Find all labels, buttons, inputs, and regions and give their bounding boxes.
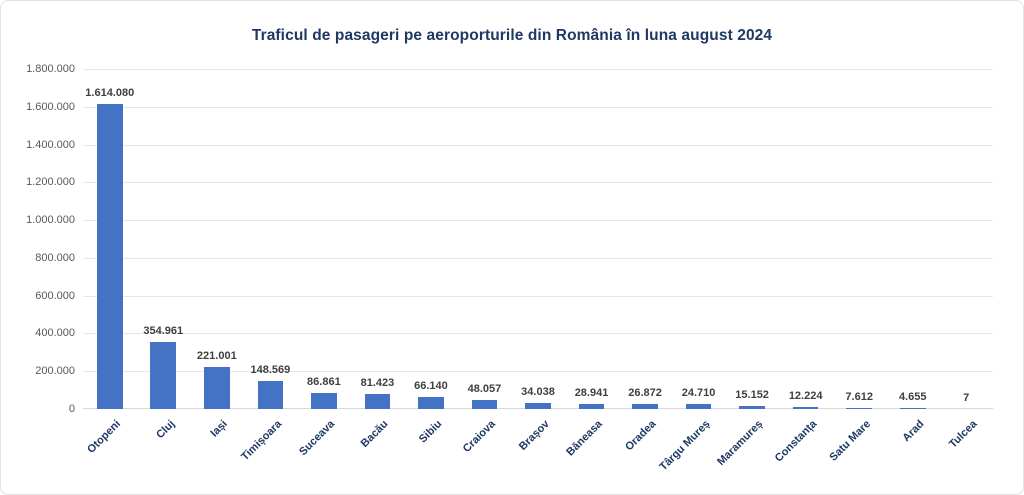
bar-value-label: 24.710 — [681, 387, 716, 400]
bar — [364, 393, 391, 409]
gridline — [83, 257, 993, 259]
x-axis-label-text: Cluj — [153, 418, 177, 442]
x-axis-label-text: Băneasa — [564, 418, 606, 459]
y-axis-label: 1.000.000 — [26, 214, 75, 227]
bar-value-label: 1.614.080 — [85, 87, 135, 100]
gridline — [83, 295, 993, 297]
bar — [96, 104, 123, 409]
x-axis-label-text: Târgu Mureș — [656, 418, 713, 474]
y-axis-label: 400.000 — [35, 327, 75, 340]
bar-value-label: 354.961 — [143, 324, 184, 337]
bar — [525, 402, 551, 409]
x-axis-label-text: Maramureș — [715, 418, 766, 468]
x-axis-label-text: Otopeni — [85, 418, 124, 456]
y-axis-label: 1.200.000 — [26, 176, 75, 189]
gridline — [83, 106, 993, 108]
gridline — [83, 182, 993, 184]
bar-value-label: 28.941 — [574, 386, 609, 399]
gridline — [83, 144, 993, 146]
bar — [739, 406, 765, 409]
bar — [685, 404, 712, 409]
x-axis-label-text: Suceava — [297, 418, 338, 459]
gridline — [83, 69, 993, 70]
bar-value-label: 221.001 — [196, 350, 237, 363]
bar-value-label: 81.423 — [360, 376, 395, 389]
y-axis-label: 600.000 — [35, 289, 75, 302]
bar — [471, 399, 498, 409]
x-axis-label-text: Bacău — [359, 418, 391, 450]
bar-value-label: 4.655 — [898, 391, 927, 403]
gridline — [83, 371, 993, 373]
y-axis-label: 200.000 — [35, 365, 75, 378]
bar-value-label: 148.569 — [250, 363, 291, 376]
x-axis-label-text: Iași — [208, 418, 231, 440]
bar-value-label: 15.152 — [735, 389, 769, 402]
bar-value-label: 12.224 — [788, 389, 823, 402]
gridline — [83, 333, 993, 335]
y-axis-label: 0 — [68, 403, 75, 415]
bar — [792, 406, 819, 409]
x-axis-label-text: Arad — [899, 418, 927, 445]
bar-value-label: 48.057 — [467, 382, 502, 395]
x-axis-label-text: Constanța — [772, 418, 820, 465]
bar-value-label: 7.612 — [845, 390, 873, 403]
x-axis-label-text: Tulcea — [947, 418, 980, 451]
bar-value-label: 66.140 — [414, 379, 448, 392]
x-axis-label-text: Satu Mare — [826, 418, 873, 464]
bar-value-label: 34.038 — [521, 385, 555, 398]
bar — [418, 396, 444, 409]
bar — [257, 380, 284, 409]
x-axis-label-text: Sibiu — [416, 418, 445, 446]
bar-value-label: 26.872 — [628, 386, 662, 399]
chart-title: Traficul de pasageri pe aeroporturile di… — [251, 27, 773, 44]
y-axis-label: 800.000 — [35, 251, 75, 264]
bar — [311, 392, 337, 409]
gridline — [83, 220, 993, 222]
bar — [150, 341, 177, 409]
x-axis-label-text: Craiova — [460, 418, 498, 456]
y-axis-label: 1.600.000 — [26, 100, 75, 113]
bar — [899, 408, 926, 409]
bar-value-label: 7 — [963, 391, 970, 404]
bar-value-label: 86.861 — [307, 375, 341, 388]
bar — [578, 403, 605, 409]
y-axis-label: 1.400.000 — [26, 138, 75, 151]
plot-area — [83, 69, 993, 409]
x-axis-label-text: Brașov — [516, 418, 552, 453]
x-axis-label-text: Oradea — [623, 418, 659, 454]
bar — [846, 407, 873, 409]
y-axis-label: 1.800.000 — [26, 63, 75, 75]
bar — [632, 403, 658, 409]
bar — [203, 367, 230, 409]
x-axis-label-text: Timișoara — [238, 418, 284, 464]
